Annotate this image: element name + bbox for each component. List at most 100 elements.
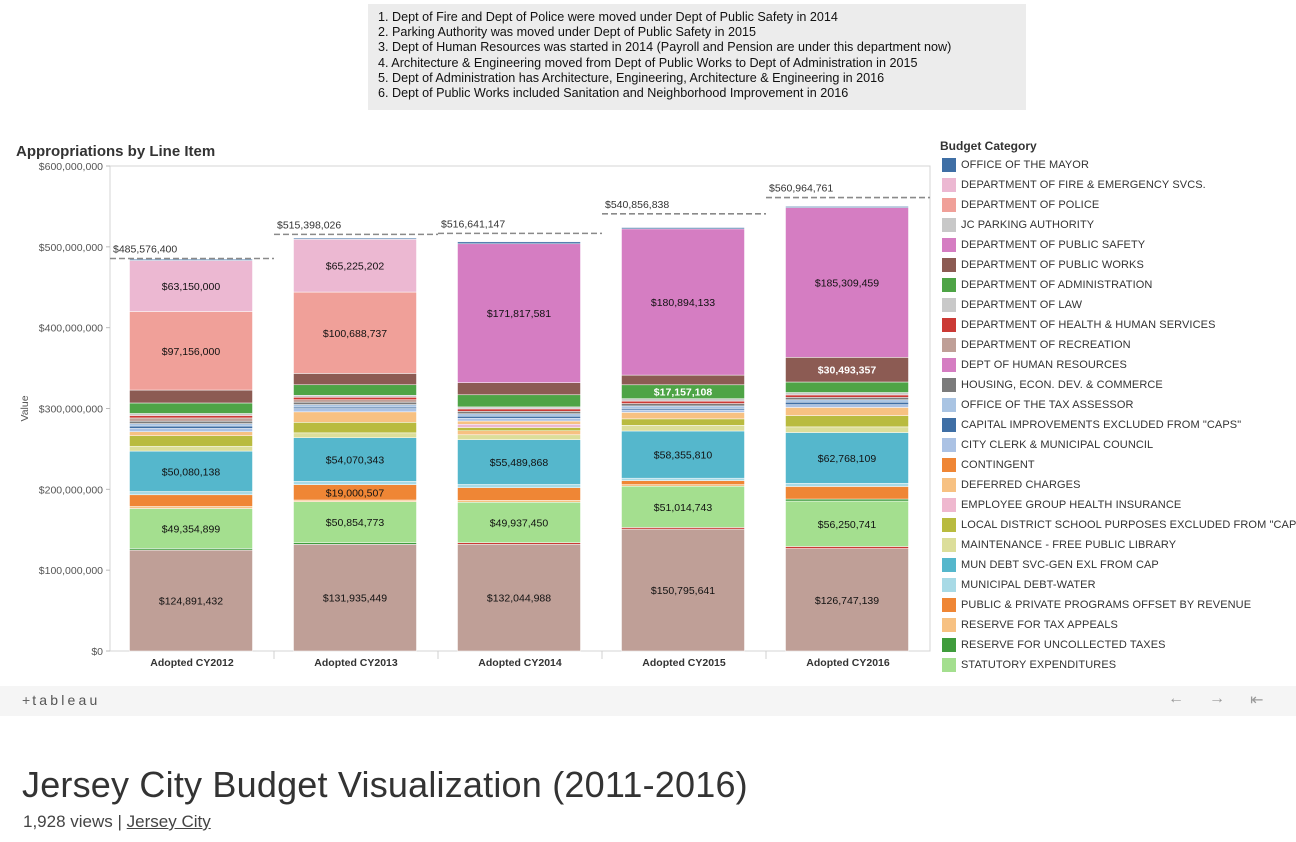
legend-label: JC PARKING AUTHORITY	[961, 219, 1095, 231]
legend-label: CITY CLERK & MUNICIPAL COUNCIL	[961, 439, 1154, 451]
bar-segment	[293, 544, 417, 652]
legend-swatch	[942, 298, 956, 312]
bar-segment	[457, 484, 581, 488]
bar-segment	[293, 437, 417, 482]
total-label: $516,641,147	[441, 218, 505, 230]
legend-item[interactable]: RESERVE FOR UNCOLLECTED TAXES	[942, 636, 1296, 656]
legend-item[interactable]: HOUSING, ECON. DEV. & COMMERCE	[942, 376, 1296, 396]
legend-item[interactable]: DEPARTMENT OF PUBLIC SAFETY	[942, 236, 1296, 256]
chart-title: Appropriations by Line Item	[16, 143, 216, 160]
x-category-label: Adopted CY2013	[314, 657, 398, 669]
bar-segment	[621, 477, 745, 481]
legend-item[interactable]: CONTINGENT	[942, 456, 1296, 476]
tableau-logo[interactable]: + tableau	[22, 692, 101, 708]
bar-segment	[621, 425, 745, 432]
bar-segment	[129, 491, 253, 496]
legend-item[interactable]: DEPARTMENT OF PUBLIC WORKS	[942, 256, 1296, 276]
view-count: 1,928 views	[23, 812, 113, 831]
legend-label: RESERVE FOR TAX APPEALS	[961, 619, 1118, 631]
x-category-label: Adopted CY2016	[806, 657, 890, 669]
redo-arrow-icon[interactable]: →	[1209, 690, 1225, 707]
bar-segment	[457, 500, 581, 503]
legend-item[interactable]: MUNICIPAL DEBT-WATER	[942, 576, 1296, 596]
legend-item[interactable]: OFFICE OF THE TAX ASSESSOR	[942, 396, 1296, 416]
legend-item[interactable]: DEPARTMENT OF ADMINISTRATION	[942, 276, 1296, 296]
bar-segment	[457, 544, 581, 652]
total-label: $540,856,838	[605, 199, 669, 211]
legend-item[interactable]: DEPARTMENT OF POLICE	[942, 196, 1296, 216]
bar-segment	[621, 412, 745, 420]
undo-arrow-icon[interactable]: ←	[1168, 690, 1184, 707]
legend-swatch	[942, 538, 956, 552]
page-title: Jersey City Budget Visualization (2011-2…	[22, 764, 748, 805]
legend-item[interactable]: PUBLIC & PRIVATE PROGRAMS OFFSET BY REVE…	[942, 596, 1296, 616]
bar-segment	[457, 420, 581, 425]
segment-value-label: $63,150,000	[162, 281, 221, 293]
legend-item[interactable]: EMPLOYEE GROUP HEALTH INSURANCE	[942, 496, 1296, 516]
bar-segment	[457, 411, 581, 415]
bar-segment	[293, 239, 417, 293]
bar-segment	[785, 397, 909, 401]
legend-swatch	[942, 438, 956, 452]
legend-swatch	[942, 198, 956, 212]
bar-segment	[621, 480, 745, 485]
legend-item[interactable]: JC PARKING AUTHORITY	[942, 216, 1296, 236]
legend: OFFICE OF THE MAYOR DEPARTMENT OF FIRE & …	[942, 156, 1296, 676]
legend-label: OFFICE OF THE MAYOR	[961, 159, 1089, 171]
legend-item[interactable]: CAPITAL IMPROVEMENTS EXCLUDED FROM "CAPS…	[942, 416, 1296, 436]
bar-segment	[785, 407, 909, 416]
legend-item[interactable]: MUN DEBT SVC-GEN EXL FROM CAP	[942, 556, 1296, 576]
legend-swatch	[942, 518, 956, 532]
segment-value-label: $150,795,641	[651, 585, 715, 597]
bar-segment	[129, 425, 253, 429]
bar-segment	[293, 384, 417, 396]
bar-segment	[621, 409, 745, 413]
legend-item[interactable]: DEPARTMENT OF HEALTH & HUMAN SERVICES	[942, 316, 1296, 336]
legend-item[interactable]: STATUTORY EXPENDITURES	[942, 656, 1296, 676]
segment-value-label: $51,014,743	[654, 502, 713, 514]
bar-segment	[785, 426, 909, 433]
note-line: 3. Dept of Human Resources was started i…	[378, 40, 952, 55]
bar-segment	[457, 382, 581, 396]
legend-item[interactable]: RESERVE FOR TAX APPEALS	[942, 616, 1296, 636]
total-label: $515,398,026	[277, 219, 341, 231]
legend-item[interactable]: DEFERRED CHARGES	[942, 476, 1296, 496]
legend-swatch	[942, 378, 956, 392]
note-line: 5. Dept of Administration has Architectu…	[378, 70, 885, 85]
legend-label: DEPARTMENT OF HEALTH & HUMAN SERVICES	[961, 319, 1216, 331]
legend-item[interactable]: DEPARTMENT OF FIRE & EMERGENCY SVCS.	[942, 176, 1296, 196]
legend-label: MUN DEBT SVC-GEN EXL FROM CAP	[961, 559, 1159, 571]
page-meta: 1,928 views | Jersey City	[23, 812, 211, 832]
segment-value-label: $50,854,773	[326, 517, 385, 529]
legend-item[interactable]: OFFICE OF THE MAYOR	[942, 156, 1296, 176]
bar-segment	[457, 424, 581, 428]
bar-segment	[621, 227, 745, 230]
legend-item[interactable]: MAINTENANCE - FREE PUBLIC LIBRARY	[942, 536, 1296, 556]
bar-segment	[785, 404, 909, 408]
segment-value-label: $185,309,459	[815, 277, 879, 289]
legend-label: DEPARTMENT OF FIRE & EMERGENCY SVCS.	[961, 179, 1206, 191]
bar-segment	[129, 428, 253, 432]
legend-swatch	[942, 178, 956, 192]
legend-item[interactable]: DEPARTMENT OF RECREATION	[942, 336, 1296, 356]
legend-item[interactable]: CITY CLERK & MUNICIPAL COUNCIL	[942, 436, 1296, 456]
legend-item[interactable]: LOCAL DISTRICT SCHOOL PURPOSES EXCLUDED …	[942, 516, 1296, 536]
reset-icon[interactable]: ⇤	[1250, 692, 1264, 709]
legend-item[interactable]: DEPT OF HUMAN RESOURCES	[942, 356, 1296, 376]
y-tick-label: $400,000,000	[39, 323, 103, 335]
bar-segment	[621, 228, 745, 376]
author-link[interactable]: Jersey City	[126, 812, 211, 831]
bar-segment	[129, 415, 253, 419]
bar-segment	[129, 260, 253, 312]
y-tick-label: $200,000,000	[39, 484, 103, 496]
bar-segment	[785, 548, 909, 652]
legend-item[interactable]: DEPARTMENT OF LAW	[942, 296, 1296, 316]
y-axis-title: Value	[19, 395, 31, 421]
bar-segment	[129, 431, 253, 436]
bar-segment	[785, 392, 909, 396]
legend-swatch	[942, 418, 956, 432]
legend-label: STATUTORY EXPENDITURES	[961, 659, 1117, 671]
bar-segment	[785, 432, 909, 484]
segment-value-label: $56,250,741	[818, 519, 877, 531]
legend-swatch	[942, 338, 956, 352]
